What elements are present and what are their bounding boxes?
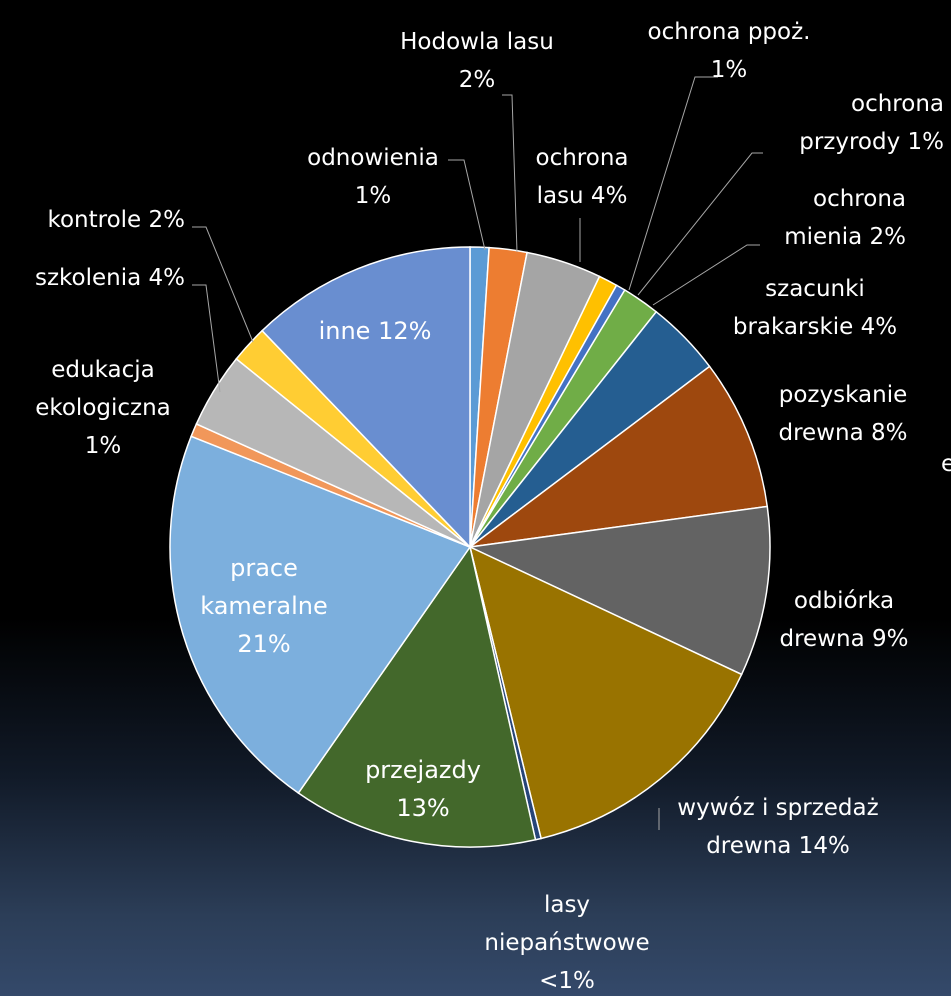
slice-label-line: ochrona (536, 145, 629, 171)
slice-label-line: brakarskie 4% (733, 314, 897, 340)
slice-label-line: mienia 2% (784, 224, 906, 250)
slice-label-line: 2% (459, 67, 496, 93)
slice-label: ochrona lasu 4% (536, 145, 629, 209)
pie-slice-wywóz-i-sprzedaż-drewna (468, 545, 743, 840)
leader-line (637, 152, 763, 296)
slice-label: szkolenia 4% (35, 265, 185, 291)
slice-label-line: Hodowla lasu (400, 29, 554, 55)
slice-label-line: lasu 4% (537, 183, 628, 209)
slice-label-line: 1% (355, 183, 392, 209)
slice-label-line: ochrona ppoż. (648, 19, 811, 45)
slice-label: edukacja ekologiczna 1% (35, 357, 171, 459)
slice-label-line: edukacja (51, 357, 154, 383)
leader-lines (192, 76, 763, 830)
pie-slice-pozyskanie-drewna (467, 365, 769, 549)
slice-label-line: wywóz i sprzedaż (677, 795, 878, 821)
slice-label: ochrona mienia 2% (784, 186, 906, 250)
pie-slices (169, 246, 771, 848)
slice-label-line: przyrody 1% (799, 129, 944, 155)
slice-label-line: inne 12% (319, 317, 432, 345)
slice-label: Hodowla lasu 2% (400, 29, 554, 93)
slice-label: wywóz i sprzedaż drewna 14% (677, 795, 878, 859)
slice-label-line: lasy (544, 892, 590, 918)
slice-label: prace kameralne 21% (200, 554, 328, 658)
slice-label: odbiórka drewna 9% (780, 588, 909, 652)
slice-label-line: prace (230, 554, 298, 582)
slice-labels: odnowienia 1% Hodowla lasu 2% ochrona lasu 4%… (35, 19, 944, 994)
slice-label: odnowienia 1% (307, 145, 439, 209)
slice-label: inne 12% (319, 317, 432, 345)
slice-label-line: <1% (539, 968, 595, 994)
slice-label-line: kontrole 2% (47, 207, 185, 233)
leader-line (448, 159, 486, 251)
slice-label-line: odnowienia (307, 145, 439, 171)
slice-label-line: pozyskanie (779, 382, 907, 408)
pie-slice-prace-kameralne (169, 435, 472, 795)
slice-label-line: 21% (237, 630, 290, 658)
slice-label-line: ochrona (851, 91, 944, 117)
slice-label: przejazdy 13% (365, 756, 481, 822)
leader-line (502, 94, 518, 253)
slice-label-line: szacunki (765, 276, 865, 302)
pie-slice-inne (261, 246, 471, 549)
slice-label: szacunki brakarskie 4% (733, 276, 897, 340)
slice-label-line: szkolenia 4% (35, 265, 185, 291)
slice-label-line: drewna 14% (706, 833, 850, 859)
slice-label-line: 13% (396, 794, 449, 822)
slice-label: lasy niepaństwowe <1% (484, 892, 649, 994)
leader-line (628, 76, 718, 291)
pie-slice-przejazdy (297, 545, 537, 848)
slice-label-line: przejazdy (365, 756, 481, 784)
slice-label: kontrole 2% (47, 207, 185, 233)
leader-line (192, 284, 221, 393)
slice-label: ochrona przyrody 1% (799, 91, 944, 155)
slice-label-line: niepaństwowe (484, 930, 649, 956)
slice-label-line: ekologiczna (35, 395, 171, 421)
slice-label-line: 1% (85, 433, 122, 459)
slice-label-line: drewna 8% (779, 420, 908, 446)
slice-label-line: odbiórka (794, 588, 894, 614)
slice-label: pozyskanie drewna 8% (779, 382, 908, 446)
pie-slice-odbiórka-drewna (467, 505, 771, 676)
slice-label-line: 1% (711, 57, 748, 83)
slice-label-line: ochrona (813, 186, 906, 212)
slice-label-line: kameralne (200, 592, 328, 620)
clipped-text: e (941, 451, 951, 477)
leader-line (652, 244, 760, 306)
slice-label: ochrona ppoż. 1% (648, 19, 811, 83)
leader-line (192, 226, 254, 343)
slice-label-line: drewna 9% (780, 626, 909, 652)
